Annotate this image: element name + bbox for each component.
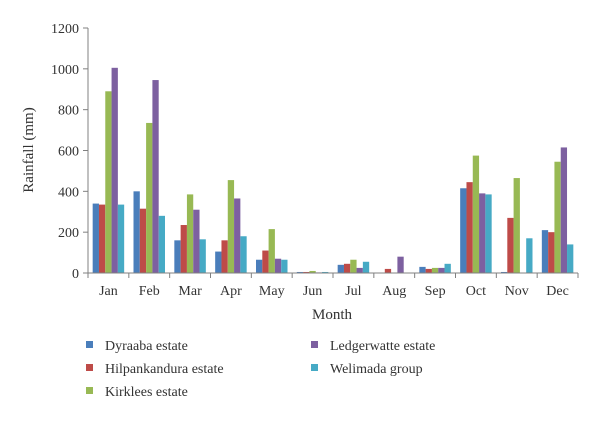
- y-tick-label: 400: [58, 185, 79, 200]
- bar: [501, 271, 508, 273]
- bar: [139, 208, 147, 273]
- bar: [356, 267, 363, 273]
- bar: [337, 264, 344, 273]
- bar: [186, 194, 194, 273]
- bar: [146, 122, 153, 273]
- legend-label: Dyraaba estate: [105, 339, 188, 354]
- bar: [92, 203, 99, 273]
- x-tick-label: Jan: [99, 284, 118, 299]
- x-tick-label: Nov: [505, 284, 529, 299]
- legend-item: Hilpankandura estate: [86, 362, 224, 377]
- bar: [105, 91, 112, 273]
- x-tick-label: Apr: [220, 284, 242, 299]
- bar: [296, 271, 304, 273]
- bar: [548, 232, 555, 273]
- legend-item: Ledgerwatte estate: [311, 339, 435, 354]
- bar: [274, 258, 282, 273]
- bar: [472, 155, 480, 273]
- legend-label: Kirklees estate: [105, 385, 188, 400]
- y-axis: 0 200 400 600 800 1000 1200: [51, 22, 89, 282]
- y-tick-label: 600: [58, 145, 79, 160]
- bar: [215, 251, 222, 273]
- bar: [268, 229, 275, 273]
- bar: [174, 240, 181, 273]
- x-tick-label: Feb: [139, 284, 160, 299]
- bar: [227, 180, 235, 273]
- legend-item: Kirklees estate: [86, 385, 188, 400]
- bar: [193, 209, 200, 273]
- legend-item: Welimada group: [311, 362, 423, 377]
- bar: [560, 147, 568, 273]
- x-tick-label: Jul: [345, 284, 361, 299]
- bar: [513, 178, 520, 273]
- bar: [111, 67, 118, 273]
- legend: Dyraaba estate Hilpankandura estate Kirkle…: [86, 339, 435, 400]
- x-tick-label: May: [259, 284, 285, 299]
- legend-label: Hilpankandura estate: [105, 362, 224, 377]
- bar: [199, 239, 206, 273]
- bar: [438, 267, 445, 273]
- bar: [479, 193, 486, 274]
- bar: [507, 217, 514, 274]
- x-tick-label: Jun: [303, 284, 322, 299]
- bar: [281, 259, 288, 273]
- plot-area: [92, 67, 574, 274]
- y-tick-label: 1000: [51, 63, 79, 78]
- bar: [485, 194, 492, 273]
- x-tick-label: Dec: [546, 284, 569, 299]
- bar: [240, 236, 247, 273]
- bar: [152, 80, 159, 273]
- legend-label: Ledgerwatte estate: [330, 339, 435, 354]
- x-tick-label: Aug: [382, 284, 406, 299]
- bar: [431, 267, 439, 273]
- legend-swatch: [311, 341, 318, 348]
- bar: [158, 215, 165, 273]
- bar: [322, 271, 329, 273]
- x-axis-title: Month: [312, 307, 353, 323]
- bar: [117, 204, 125, 273]
- y-tick-label: 1200: [51, 22, 79, 37]
- legend-item: Dyraaba estate: [86, 339, 188, 354]
- legend-swatch: [311, 364, 318, 371]
- legend-swatch: [86, 364, 93, 371]
- y-tick-label: 200: [58, 226, 79, 241]
- bar: [384, 268, 392, 273]
- bar: [419, 266, 426, 274]
- bar: [425, 268, 432, 273]
- bar: [350, 259, 357, 273]
- bar: [466, 182, 473, 273]
- bar: [234, 198, 241, 273]
- bar: [444, 263, 451, 273]
- bar: [98, 204, 106, 273]
- y-axis-title: Rainfall (mm): [21, 107, 37, 192]
- legend-label: Welimada group: [330, 362, 423, 377]
- bar: [180, 225, 187, 273]
- bar: [343, 263, 351, 273]
- bar: [541, 230, 549, 274]
- bar: [256, 259, 263, 273]
- bar: [262, 250, 269, 273]
- bar: [133, 191, 140, 273]
- legend-swatch: [86, 341, 93, 348]
- bar: [362, 261, 370, 273]
- legend-swatch: [86, 387, 93, 394]
- bar: [567, 244, 574, 273]
- bar: [526, 238, 533, 273]
- bar: [554, 161, 561, 273]
- y-tick-label: 0: [72, 267, 79, 282]
- x-tick-label: Sep: [425, 284, 446, 299]
- y-tick-label: 800: [58, 104, 79, 119]
- x-tick-label: Oct: [466, 284, 486, 299]
- x-axis: Jan Feb Mar Apr May Jun Jul Aug Sep Oct Nov Dec: [87, 272, 579, 299]
- bar: [460, 188, 467, 273]
- bar: [397, 256, 404, 273]
- bar: [309, 270, 316, 273]
- bar: [221, 240, 228, 273]
- x-tick-label: Mar: [178, 284, 202, 299]
- bar: [303, 271, 310, 273]
